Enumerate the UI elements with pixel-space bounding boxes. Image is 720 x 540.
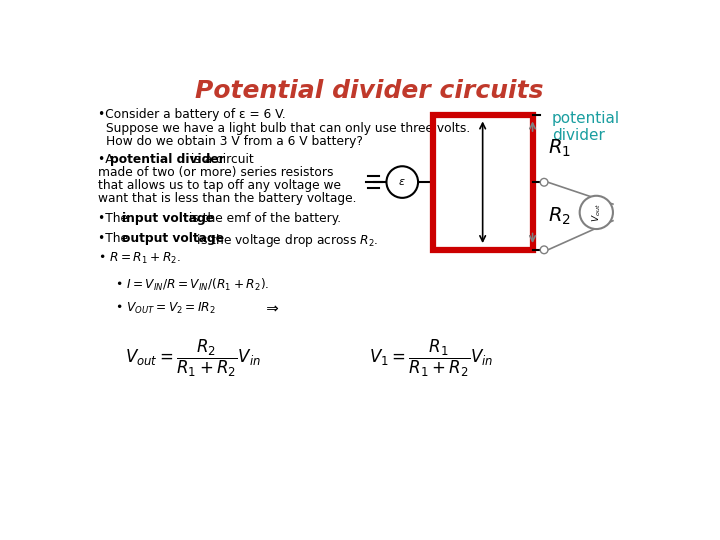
Circle shape	[540, 246, 548, 254]
Circle shape	[540, 178, 548, 186]
Text: potential: potential	[552, 111, 620, 126]
Text: $V_{out} = \dfrac{R_2}{R_1 + R_2}V_{in}$: $V_{out} = \dfrac{R_2}{R_1 + R_2}V_{in}$	[125, 338, 261, 379]
Text: divider: divider	[552, 128, 605, 143]
Text: is a circuit: is a circuit	[186, 153, 253, 166]
Text: made of two (or more) series resistors: made of two (or more) series resistors	[98, 166, 333, 179]
Text: Suppose we have a light bulb that can only use three volts.: Suppose we have a light bulb that can on…	[106, 122, 470, 134]
Text: • $R = R_1 + R_2$.: • $R = R_1 + R_2$.	[98, 251, 181, 266]
Text: •The: •The	[98, 212, 132, 225]
Text: is the voltage drop across $R_2$.: is the voltage drop across $R_2$.	[193, 232, 378, 248]
Text: is the emf of the battery.: is the emf of the battery.	[185, 212, 341, 225]
Text: • $V_{OUT} = V_2 = IR_2$: • $V_{OUT} = V_2 = IR_2$	[115, 301, 216, 316]
Text: •A: •A	[98, 153, 117, 166]
Text: $V_{out}$: $V_{out}$	[590, 203, 603, 222]
Text: $R_2$: $R_2$	[548, 205, 571, 227]
Text: ⇒: ⇒	[252, 301, 279, 316]
Text: • $I = V_{IN}/ R = V_{IN}/ (R_1 + R_2)$.: • $I = V_{IN}/ R = V_{IN}/ (R_1 + R_2)$.	[115, 278, 269, 293]
Text: •The: •The	[98, 232, 132, 245]
Text: How do we obtain 3 V from a 6 V battery?: How do we obtain 3 V from a 6 V battery?	[106, 134, 363, 147]
Text: Potential divider circuits: Potential divider circuits	[194, 79, 544, 103]
Text: $V_1 = \dfrac{R_1}{R_1 + R_2}V_{in}$: $V_1 = \dfrac{R_1}{R_1 + R_2}V_{in}$	[369, 338, 493, 379]
Bar	[433, 114, 533, 250]
Text: that allows us to tap off any voltage we: that allows us to tap off any voltage we	[98, 179, 341, 192]
Text: •Consider a battery of ε = 6 V.: •Consider a battery of ε = 6 V.	[98, 109, 286, 122]
Text: output voltage: output voltage	[122, 232, 224, 245]
Text: $\varepsilon$: $\varepsilon$	[398, 177, 406, 187]
Circle shape	[580, 196, 613, 229]
Text: potential divider: potential divider	[109, 153, 225, 166]
Text: $R_1$: $R_1$	[548, 138, 571, 159]
Text: want that is less than the battery voltage.: want that is less than the battery volta…	[98, 192, 356, 205]
Circle shape	[387, 166, 418, 198]
Text: input voltage: input voltage	[122, 212, 214, 225]
